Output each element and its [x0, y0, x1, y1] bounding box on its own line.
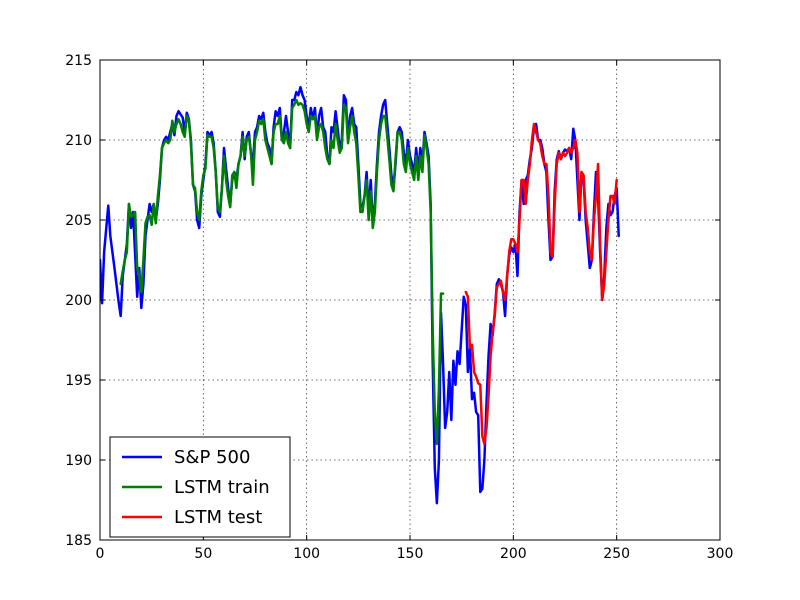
- x-tick-label: 50: [194, 546, 212, 562]
- x-tick-label: 250: [603, 546, 630, 562]
- y-tick-label: 190: [65, 453, 92, 469]
- series-line-lstm-train: [119, 98, 445, 446]
- grid-lines: [100, 60, 720, 540]
- legend-label: LSTM test: [174, 507, 262, 528]
- y-tick-label: 215: [65, 53, 92, 69]
- x-tick-label: 100: [293, 546, 320, 562]
- x-tick-label: 200: [500, 546, 527, 562]
- y-tick-label: 195: [65, 373, 92, 389]
- series-line-lstm-test: [464, 122, 618, 446]
- legend-label: S&P 500: [174, 447, 250, 468]
- y-tick-label: 210: [65, 133, 92, 149]
- legend: S&P 500 LSTM train LSTM test: [109, 436, 291, 538]
- y-tick-label: 200: [65, 293, 92, 309]
- axis-ticks: 0 50 100 150 200 250 300 185 190 195 200 205 210 215: [65, 53, 733, 562]
- x-tick-label: 0: [96, 546, 105, 562]
- x-tick-label: 300: [707, 546, 734, 562]
- x-tick-label: 150: [397, 546, 424, 562]
- series-lines: [100, 85, 620, 505]
- legend-label: LSTM train: [174, 477, 270, 498]
- y-tick-label: 205: [65, 213, 92, 229]
- y-tick-label: 185: [65, 533, 92, 549]
